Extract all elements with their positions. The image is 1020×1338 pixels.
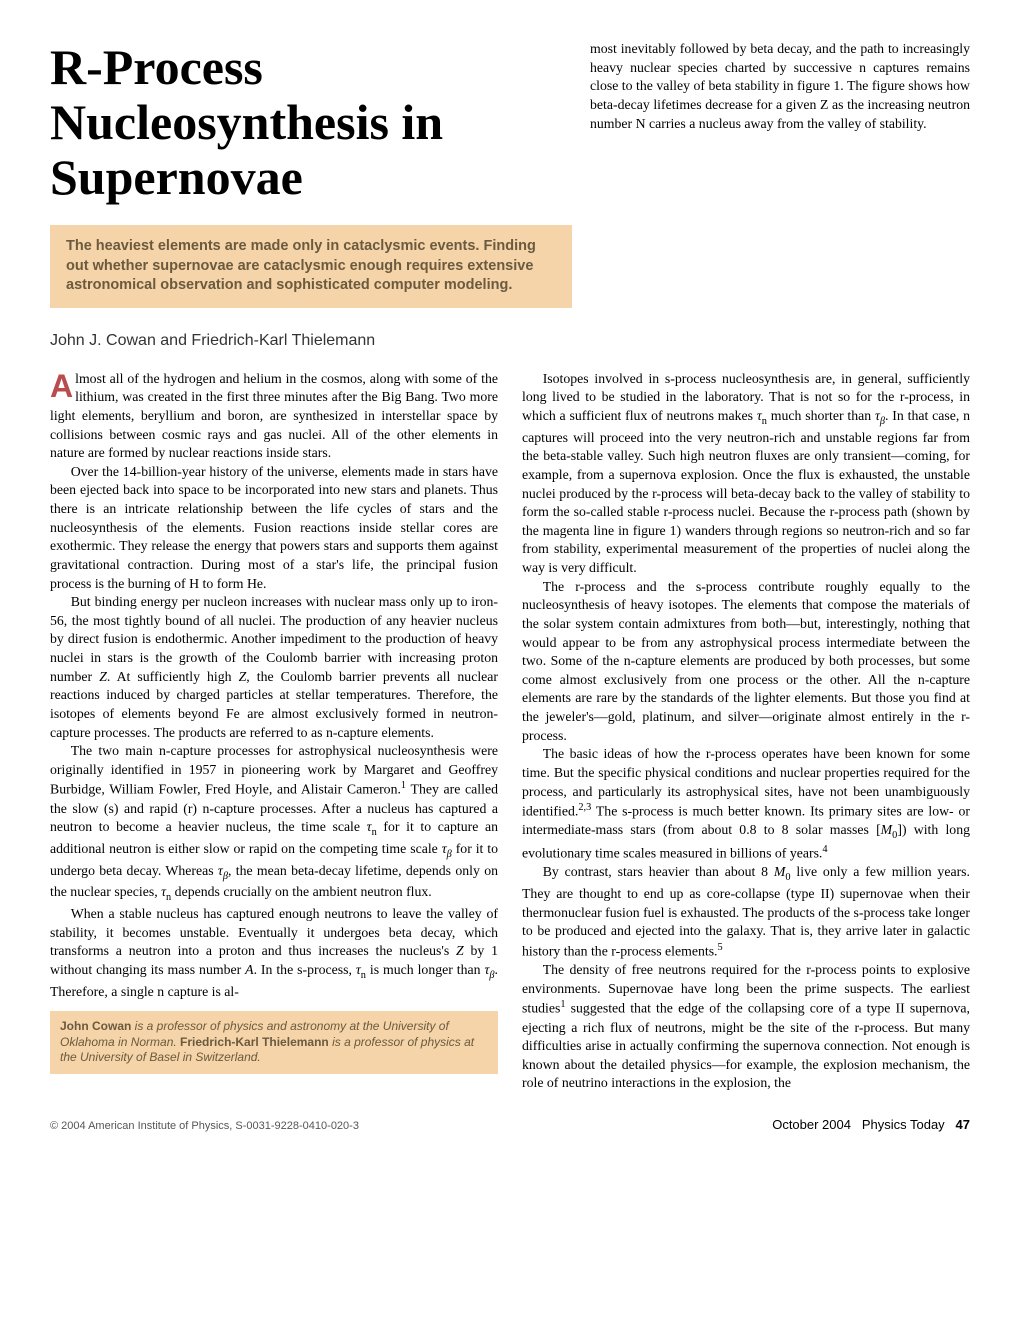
body-columns: Almost all of the hydrogen and helium in… bbox=[50, 370, 970, 1093]
dropcap: A bbox=[50, 370, 75, 401]
paragraph-7: The r-process and the s-process contribu… bbox=[522, 578, 970, 746]
author-bio-box: John Cowan is a professor of physics and… bbox=[50, 1011, 498, 1074]
continued-text-top-right: most inevitably followed by beta decay, … bbox=[590, 40, 970, 133]
paragraph-8: The basic ideas of how the r-process ope… bbox=[522, 745, 970, 863]
page: most inevitably followed by beta decay, … bbox=[0, 0, 1020, 1152]
author-line: John J. Cowan and Friedrich-Karl Thielem… bbox=[50, 332, 970, 350]
bio-name-2: Friedrich-Karl Thielemann bbox=[180, 1035, 329, 1049]
author-bio-text: John Cowan is a professor of physics and… bbox=[60, 1019, 488, 1066]
footer-date: October 2004 bbox=[772, 1117, 851, 1132]
p5-continuation: most inevitably followed by beta decay, … bbox=[590, 41, 970, 131]
paragraph-5: When a stable nucleus has captured enoug… bbox=[50, 905, 498, 1001]
abstract-text: The heaviest elements are made only in c… bbox=[66, 237, 556, 296]
paragraph-9: By contrast, stars heavier than about 8 … bbox=[522, 863, 970, 961]
paragraph-6: Isotopes involved in s-process nucleosyn… bbox=[522, 370, 970, 578]
paragraph-10: The density of free neutrons required fo… bbox=[522, 961, 970, 1093]
footer-right: October 2004 Physics Today 47 bbox=[772, 1117, 970, 1132]
copyright-line: © 2004 American Institute of Physics, S-… bbox=[50, 1120, 359, 1132]
paragraph-1: Almost all of the hydrogen and helium in… bbox=[50, 370, 498, 463]
page-footer: © 2004 American Institute of Physics, S-… bbox=[50, 1117, 970, 1132]
p1-text: lmost all of the hydrogen and helium in … bbox=[50, 371, 498, 461]
footer-publication: Physics Today bbox=[862, 1117, 945, 1132]
page-number: 47 bbox=[956, 1117, 970, 1132]
paragraph-4: The two main n-capture processes for ast… bbox=[50, 742, 498, 905]
bio-name-1: John Cowan bbox=[60, 1019, 131, 1033]
paragraph-3: But binding energy per nucleon increases… bbox=[50, 593, 498, 742]
abstract-box: The heaviest elements are made only in c… bbox=[50, 225, 572, 308]
paragraph-2: Over the 14-billion-year history of the … bbox=[50, 463, 498, 593]
